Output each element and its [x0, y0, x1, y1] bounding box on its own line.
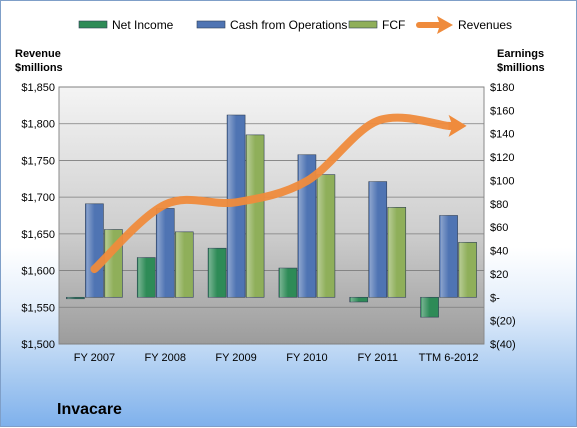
- axis-titles: Revenue $millions Earnings $millions: [15, 48, 545, 74]
- legend-label: FCF: [382, 18, 405, 32]
- right-tick-label: $-: [490, 292, 500, 304]
- company-name: Invacare: [57, 401, 122, 418]
- left-tick-label: $1,500: [21, 339, 55, 351]
- bar-highlight: [157, 208, 166, 298]
- bar-highlight: [247, 134, 256, 298]
- right-axis-ticks: $(40) $(20) $- $20 $40 $60 $80 $100 $120 $140 $160…: [490, 82, 516, 351]
- category-label: FY 2011: [357, 352, 398, 364]
- bar-highlight: [279, 268, 289, 298]
- right-tick-label: $100: [490, 175, 514, 187]
- left-tick-label: $1,800: [21, 119, 55, 131]
- right-tick-label: $160: [490, 105, 514, 117]
- right-tick-label: $40: [490, 246, 508, 258]
- bar-highlight: [388, 207, 397, 298]
- bar-highlight: [459, 242, 468, 298]
- left-tick-label: $1,650: [21, 229, 55, 241]
- series-net-income: [66, 247, 439, 318]
- right-tick-label: $60: [490, 222, 508, 234]
- bar-highlight: [369, 181, 378, 298]
- series-fcf: [104, 134, 477, 298]
- left-tick-label: $1,550: [21, 302, 55, 314]
- right-tick-label: $140: [490, 129, 514, 141]
- right-tick-label: $180: [490, 82, 514, 94]
- right-axis-title-unit: $millions: [497, 62, 545, 74]
- right-tick-label: $(40): [490, 339, 516, 351]
- left-tick-label: $1,750: [21, 155, 55, 167]
- bar-highlight: [421, 297, 430, 318]
- revenue-arrowhead: [448, 114, 467, 137]
- category-label: FY 2008: [145, 352, 186, 364]
- left-axis-title-unit: $millions: [15, 62, 63, 74]
- right-tick-label: $80: [490, 199, 508, 211]
- left-tick-label: $1,700: [21, 192, 55, 204]
- category-ticks: FY 2007 FY 2008 FY 2009 FY 2010 FY 2011 TTM 6…: [74, 352, 479, 364]
- bar-highlight: [67, 297, 76, 299]
- bar-highlight: [317, 174, 327, 298]
- legend-swatch: [78, 20, 108, 29]
- legend-label: Revenues: [458, 18, 512, 32]
- legend-swatch-arrow: [437, 16, 453, 34]
- right-tick-label: $(20): [490, 316, 516, 328]
- right-axis-title: Earnings: [497, 48, 544, 60]
- category-label: FY 2009: [215, 352, 256, 364]
- bar-highlight: [86, 203, 95, 298]
- legend-label: Cash from Operations: [230, 18, 347, 32]
- left-axis-ticks: $1,500 $1,550 $1,600 $1,650 $1,700 $1,750 $1,8…: [21, 82, 55, 351]
- legend-label: Net Income: [112, 18, 174, 32]
- right-tick-label: $20: [490, 269, 508, 281]
- bar-highlight: [298, 154, 308, 298]
- category-label: TTM 6-2012: [419, 352, 479, 364]
- legend-item-net-income: Net Income: [78, 18, 174, 32]
- category-label: FY 2007: [74, 352, 115, 364]
- legend-item-cash-from-operations: Cash from Operations: [196, 18, 347, 32]
- legend-item-fcf: FCF: [348, 18, 405, 32]
- plot-area: [58, 86, 485, 345]
- legend: Net Income Cash from Operations FCF Revenue…: [78, 16, 512, 34]
- bar-highlight: [350, 297, 359, 302]
- legend-swatch: [196, 20, 226, 29]
- category-label: FY 2010: [286, 352, 327, 364]
- bar-highlight: [176, 231, 185, 298]
- plot-background: [58, 86, 485, 345]
- bar-highlight: [105, 229, 114, 298]
- left-tick-label: $1,600: [21, 266, 55, 278]
- right-tick-label: $120: [490, 152, 514, 164]
- bar-highlight: [440, 215, 449, 298]
- bar-highlight: [138, 257, 147, 298]
- legend-item-revenues: Revenues: [416, 16, 512, 34]
- left-tick-label: $1,850: [21, 82, 55, 94]
- legend-swatch: [348, 20, 378, 29]
- left-axis-title: Revenue: [15, 48, 61, 60]
- series-revenues: [90, 113, 467, 274]
- revenue-line: [90, 113, 453, 274]
- bar-highlight: [209, 248, 218, 298]
